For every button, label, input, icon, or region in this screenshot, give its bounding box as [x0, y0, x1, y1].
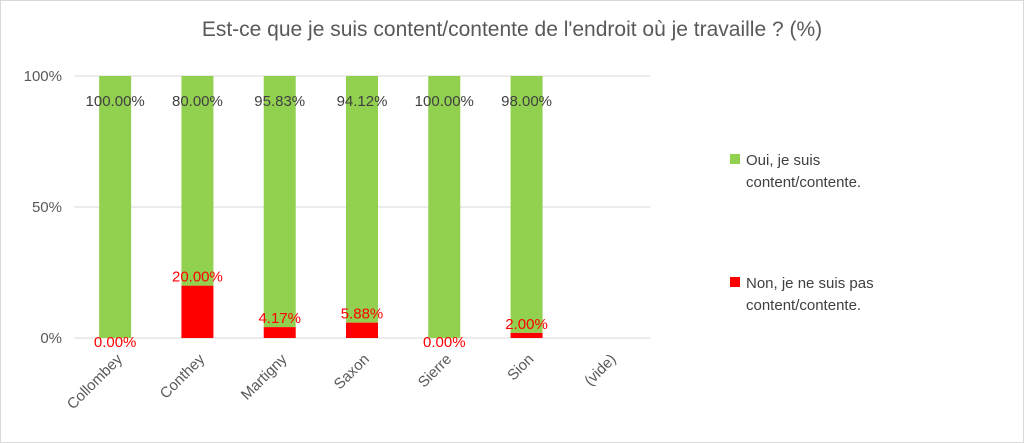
chart-title: Est-ce que je suis content/contente de l…	[201, 18, 823, 41]
data-label-non: 5.88%	[341, 306, 384, 323]
y-tick-label: 0%	[40, 330, 62, 347]
legend-label-oui: Oui, je suis content/contente.	[746, 152, 862, 191]
y-tick-label: 50%	[32, 199, 62, 216]
data-label-oui: 100.00%	[415, 93, 474, 110]
legend-label-non: Non, je ne suis pas content/contente.	[746, 275, 874, 314]
data-label-oui: 98.00%	[501, 93, 552, 110]
data-label-non: 20.00%	[172, 269, 223, 286]
data-label-non: 4.17%	[258, 310, 301, 327]
bar-oui	[263, 76, 296, 328]
x-tick-label: Collombey	[64, 350, 126, 412]
bar-non	[181, 285, 214, 338]
y-tick-label: 100%	[24, 68, 62, 85]
legend-item-oui: Oui, je suis content/contente.	[730, 150, 1010, 194]
x-tick-label: Conthey	[157, 350, 209, 402]
legend: Oui, je suis content/contente. Non, je n…	[730, 150, 1010, 396]
legend-swatch-oui	[730, 154, 740, 164]
data-label-oui: 95.83%	[254, 93, 305, 110]
bar-non	[510, 332, 543, 338]
bar-non	[346, 322, 378, 338]
legend-item-non: Non, je ne suis pas content/contente.	[730, 273, 1010, 317]
data-label-non: 0.00%	[94, 334, 137, 351]
bar-oui	[181, 76, 214, 286]
x-tick-label: (vide)	[581, 351, 620, 390]
x-tick-label: Saxon	[331, 351, 373, 393]
bar-oui	[99, 76, 132, 338]
data-label-non: 0.00%	[423, 334, 466, 351]
data-label-oui: 80.00%	[172, 93, 223, 110]
x-tick-label: Sierre	[415, 351, 455, 391]
data-label-oui: 100.00%	[86, 93, 145, 110]
data-label-oui: 94.12%	[337, 93, 388, 110]
x-tick-label: Sion	[504, 351, 537, 384]
legend-swatch-non	[730, 277, 740, 287]
bar-oui	[510, 76, 543, 333]
data-label-non: 2.00%	[505, 316, 548, 333]
bar-oui	[346, 76, 378, 323]
bar-non	[263, 327, 296, 338]
bar-oui	[428, 76, 461, 338]
x-tick-label: Martigny	[238, 350, 291, 403]
